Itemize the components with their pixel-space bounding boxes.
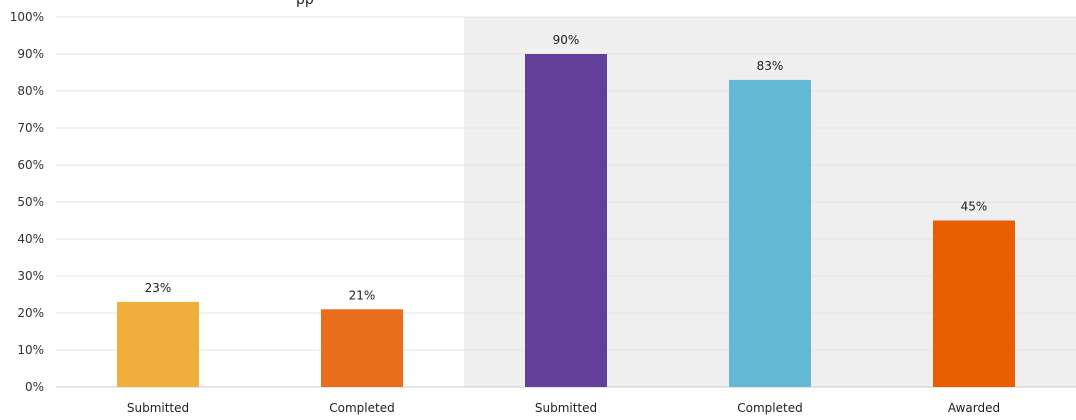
data-labels: 23% 21% 90% 83% 45% (145, 33, 988, 302)
y-tick-label: 90% (17, 47, 44, 61)
y-tick-label: 20% (17, 306, 44, 320)
bar (525, 54, 607, 387)
bar (729, 79, 811, 388)
x-tick-label: Completed (329, 401, 394, 415)
y-axis-ticks: 0% 10% 20% 30% 40% 50% 60% 70% 80% 90% 100% (10, 10, 44, 394)
x-tick-label: Submitted (535, 401, 597, 415)
y-tick-label: 0% (25, 380, 44, 394)
data-label: 83% (757, 59, 784, 73)
bar (321, 309, 403, 387)
y-tick-label: 30% (17, 269, 44, 283)
chart-title-fragment: pp (296, 0, 314, 8)
x-tick-label: Completed (737, 401, 802, 415)
y-tick-label: 100% (10, 10, 44, 24)
x-axis-ticks: Submitted Completed Submitted Completed Awar… (127, 401, 1000, 415)
y-tick-label: 10% (17, 343, 44, 357)
data-label: 45% (961, 200, 988, 214)
y-tick-label: 70% (17, 121, 44, 135)
y-tick-label: 50% (17, 195, 44, 209)
bars (117, 54, 1015, 388)
y-tick-label: 40% (17, 232, 44, 246)
data-label: 90% (553, 33, 580, 47)
y-tick-label: 80% (17, 84, 44, 98)
bar (117, 301, 199, 387)
data-label: 21% (349, 288, 376, 302)
data-label: 23% (145, 281, 172, 295)
x-tick-label: Awarded (948, 401, 1000, 415)
x-tick-label: Submitted (127, 401, 189, 415)
y-tick-label: 60% (17, 158, 44, 172)
bar (933, 220, 1015, 387)
